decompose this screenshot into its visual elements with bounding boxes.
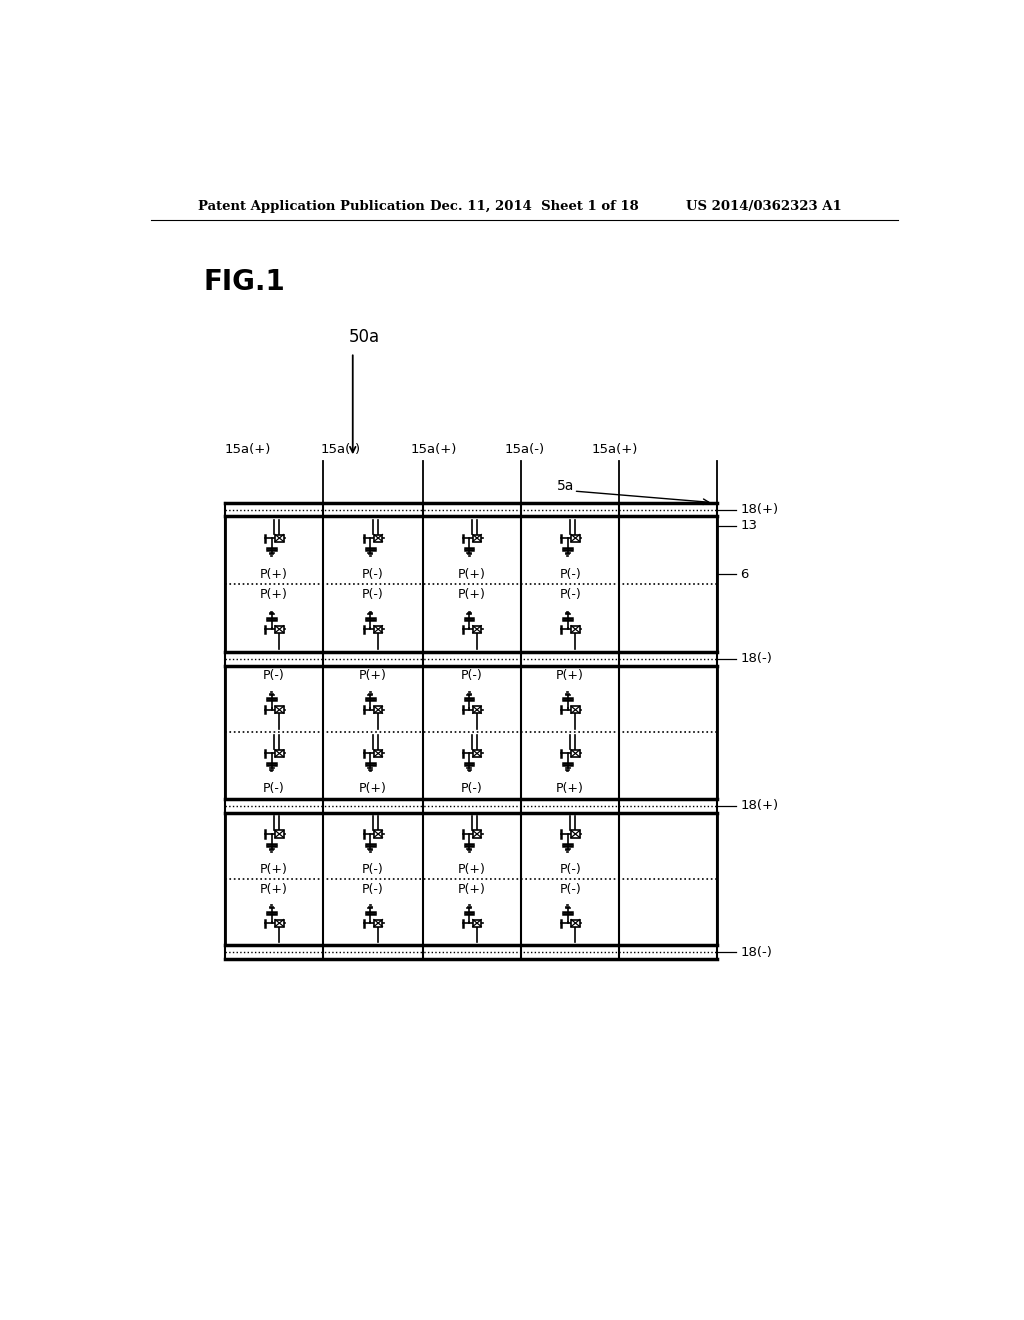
Text: 18(+): 18(+)	[740, 800, 778, 813]
Bar	[374, 830, 383, 837]
Text: 15a(+): 15a(+)	[592, 444, 638, 455]
Text: 6: 6	[740, 568, 749, 581]
Text: 5a: 5a	[557, 479, 573, 492]
Bar	[374, 535, 383, 541]
Bar	[374, 920, 383, 927]
Text: 18(-): 18(-)	[740, 652, 772, 665]
Text: Dec. 11, 2014  Sheet 1 of 18: Dec. 11, 2014 Sheet 1 of 18	[430, 199, 639, 213]
Text: Patent Application Publication: Patent Application Publication	[198, 199, 425, 213]
Text: P(+): P(+)	[260, 862, 288, 875]
Text: US 2014/0362323 A1: US 2014/0362323 A1	[686, 199, 842, 213]
Text: P(+): P(+)	[260, 587, 288, 601]
Text: P(+): P(+)	[458, 568, 485, 581]
Text: P(-): P(-)	[362, 883, 384, 896]
Bar	[275, 750, 284, 756]
Text: P(-): P(-)	[362, 587, 384, 601]
Text: P(-): P(-)	[559, 587, 581, 601]
Text: P(-): P(-)	[559, 883, 581, 896]
Text: FIG.1: FIG.1	[203, 268, 285, 296]
Bar	[571, 535, 580, 541]
Bar	[473, 920, 481, 927]
Bar	[571, 706, 580, 713]
Bar	[571, 750, 580, 756]
Bar	[473, 706, 481, 713]
Text: 50a: 50a	[349, 329, 380, 346]
Bar	[473, 830, 481, 837]
Bar	[275, 535, 284, 541]
Text: P(-): P(-)	[362, 568, 384, 581]
Bar	[275, 626, 284, 632]
Text: 18(+): 18(+)	[740, 503, 778, 516]
Bar	[571, 920, 580, 927]
Text: 13: 13	[740, 519, 758, 532]
Text: P(-): P(-)	[559, 862, 581, 875]
Bar	[275, 706, 284, 713]
Text: 18(-): 18(-)	[740, 945, 772, 958]
Text: P(+): P(+)	[458, 883, 485, 896]
Bar	[473, 535, 481, 541]
Text: P(+): P(+)	[260, 568, 288, 581]
Bar	[374, 750, 383, 756]
Bar	[374, 706, 383, 713]
Text: P(-): P(-)	[263, 783, 285, 796]
Bar	[473, 626, 481, 632]
Text: P(+): P(+)	[359, 669, 387, 682]
Text: P(+): P(+)	[458, 587, 485, 601]
Bar	[374, 626, 383, 632]
Text: P(-): P(-)	[461, 669, 482, 682]
Text: 15a(-): 15a(-)	[505, 444, 545, 455]
Text: P(+): P(+)	[260, 883, 288, 896]
Text: P(-): P(-)	[559, 568, 581, 581]
Text: P(+): P(+)	[458, 862, 485, 875]
Text: P(+): P(+)	[359, 783, 387, 796]
Text: P(+): P(+)	[556, 783, 584, 796]
Bar	[275, 920, 284, 927]
Text: 15a(-): 15a(-)	[322, 444, 361, 455]
Text: P(+): P(+)	[556, 669, 584, 682]
Bar	[473, 750, 481, 756]
Text: P(-): P(-)	[263, 669, 285, 682]
Text: 15a(+): 15a(+)	[411, 444, 458, 455]
Bar	[275, 830, 284, 837]
Text: P(-): P(-)	[362, 862, 384, 875]
Text: P(-): P(-)	[461, 783, 482, 796]
Bar	[571, 830, 580, 837]
Bar	[571, 626, 580, 632]
Text: 15a(+): 15a(+)	[225, 444, 271, 455]
